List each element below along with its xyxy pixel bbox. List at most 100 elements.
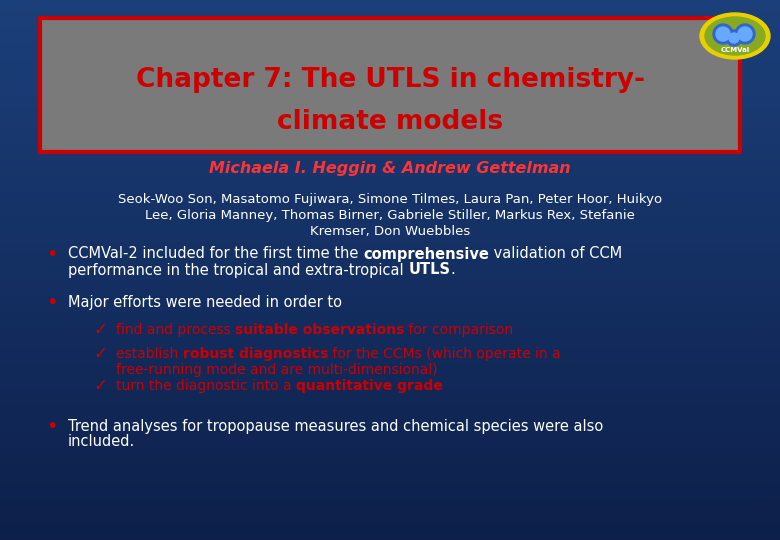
Bar (0, 470, 780, 475)
Text: Trend analyses for tropopause measures and chemical species were also: Trend analyses for tropopause measures a… (68, 418, 603, 434)
Text: •: • (46, 245, 58, 264)
Bar (0, 302, 780, 308)
Bar (0, 151, 780, 157)
Bar (0, 464, 780, 470)
Bar (0, 167, 780, 173)
Bar (0, 448, 780, 454)
Bar (0, 184, 780, 189)
Text: establish: establish (116, 347, 183, 361)
Bar (0, 27, 780, 32)
Bar (0, 529, 780, 535)
Bar (0, 378, 780, 383)
Bar (0, 389, 780, 394)
Text: Seok-Woo Son, Masatomo Fujiwara, Simone Tilmes, Laura Pan, Peter Hoor, Huikyo: Seok-Woo Son, Masatomo Fujiwara, Simone … (118, 193, 662, 206)
Bar (0, 135, 780, 140)
Bar (0, 216, 780, 221)
Bar (0, 140, 780, 146)
Circle shape (716, 27, 730, 41)
Ellipse shape (700, 13, 770, 59)
Bar (0, 76, 780, 81)
Text: turn the diagnostic into a: turn the diagnostic into a (116, 379, 296, 393)
Bar (0, 119, 780, 124)
Text: for the CCMs (which operate in a: for the CCMs (which operate in a (328, 347, 561, 361)
Text: Lee, Gloria Manney, Thomas Birner, Gabriele Stiller, Markus Rex, Stefanie: Lee, Gloria Manney, Thomas Birner, Gabri… (145, 210, 635, 222)
Bar (0, 394, 780, 400)
Bar (0, 254, 780, 259)
Text: climate models: climate models (277, 109, 503, 135)
Bar (0, 59, 780, 65)
Text: find and process: find and process (116, 323, 235, 337)
Bar (0, 103, 780, 108)
Bar (0, 481, 780, 486)
Circle shape (726, 30, 742, 46)
Circle shape (729, 33, 739, 43)
Bar (0, 356, 780, 362)
Bar (0, 11, 780, 16)
Bar (0, 524, 780, 529)
Bar (0, 340, 780, 346)
Bar (0, 319, 780, 324)
Bar (0, 373, 780, 378)
Bar (0, 232, 780, 238)
Text: for comparison: for comparison (405, 323, 513, 337)
Text: quantitative grade: quantitative grade (296, 379, 443, 393)
Bar (0, 189, 780, 194)
Bar (0, 454, 780, 459)
Bar (0, 400, 780, 405)
Text: included.: included. (68, 435, 135, 449)
Bar (0, 427, 780, 432)
Bar (0, 421, 780, 427)
Circle shape (735, 24, 755, 44)
Bar (0, 443, 780, 448)
FancyBboxPatch shape (40, 18, 740, 152)
Text: validation of CCM: validation of CCM (489, 246, 622, 261)
Bar (0, 16, 780, 22)
Bar (0, 281, 780, 286)
Bar (0, 502, 780, 508)
Bar (0, 518, 780, 524)
Text: robust diagnostics: robust diagnostics (183, 347, 328, 361)
Bar (0, 508, 780, 513)
Bar (0, 205, 780, 211)
Bar (0, 248, 780, 254)
Text: free-running mode and are multi-dimensional): free-running mode and are multi-dimensio… (116, 363, 438, 377)
Bar (0, 92, 780, 97)
Text: Michaela I. Heggin & Andrew Gettelman: Michaela I. Heggin & Andrew Gettelman (209, 160, 571, 176)
Bar (0, 437, 780, 443)
Bar (0, 22, 780, 27)
Bar (0, 211, 780, 216)
Ellipse shape (705, 17, 765, 55)
Text: •: • (46, 293, 58, 312)
Bar (0, 313, 780, 319)
Bar (0, 335, 780, 340)
Bar (0, 405, 780, 410)
Text: CCMVal-2 included for the first time the: CCMVal-2 included for the first time the (68, 246, 363, 261)
Bar (0, 362, 780, 367)
Bar (0, 270, 780, 275)
Bar (0, 200, 780, 205)
Bar (0, 459, 780, 464)
Bar (0, 157, 780, 162)
Bar (0, 346, 780, 351)
Bar (0, 65, 780, 70)
Text: performance in the tropical and extra-tropical: performance in the tropical and extra-tr… (68, 262, 408, 278)
Bar (0, 86, 780, 92)
Bar (0, 227, 780, 232)
Bar (0, 383, 780, 389)
Text: Chapter 7: The UTLS in chemistry-: Chapter 7: The UTLS in chemistry- (136, 67, 644, 93)
Bar (0, 221, 780, 227)
Bar (0, 238, 780, 243)
Bar (0, 130, 780, 135)
Bar (0, 535, 780, 540)
Bar (0, 162, 780, 167)
Bar (0, 432, 780, 437)
Bar (0, 286, 780, 292)
Bar (0, 367, 780, 373)
Bar (0, 351, 780, 356)
Bar (0, 297, 780, 302)
Bar (0, 113, 780, 119)
Bar (0, 329, 780, 335)
Text: Major efforts were needed in order to: Major efforts were needed in order to (68, 294, 342, 309)
Bar (0, 81, 780, 86)
Bar (0, 491, 780, 497)
